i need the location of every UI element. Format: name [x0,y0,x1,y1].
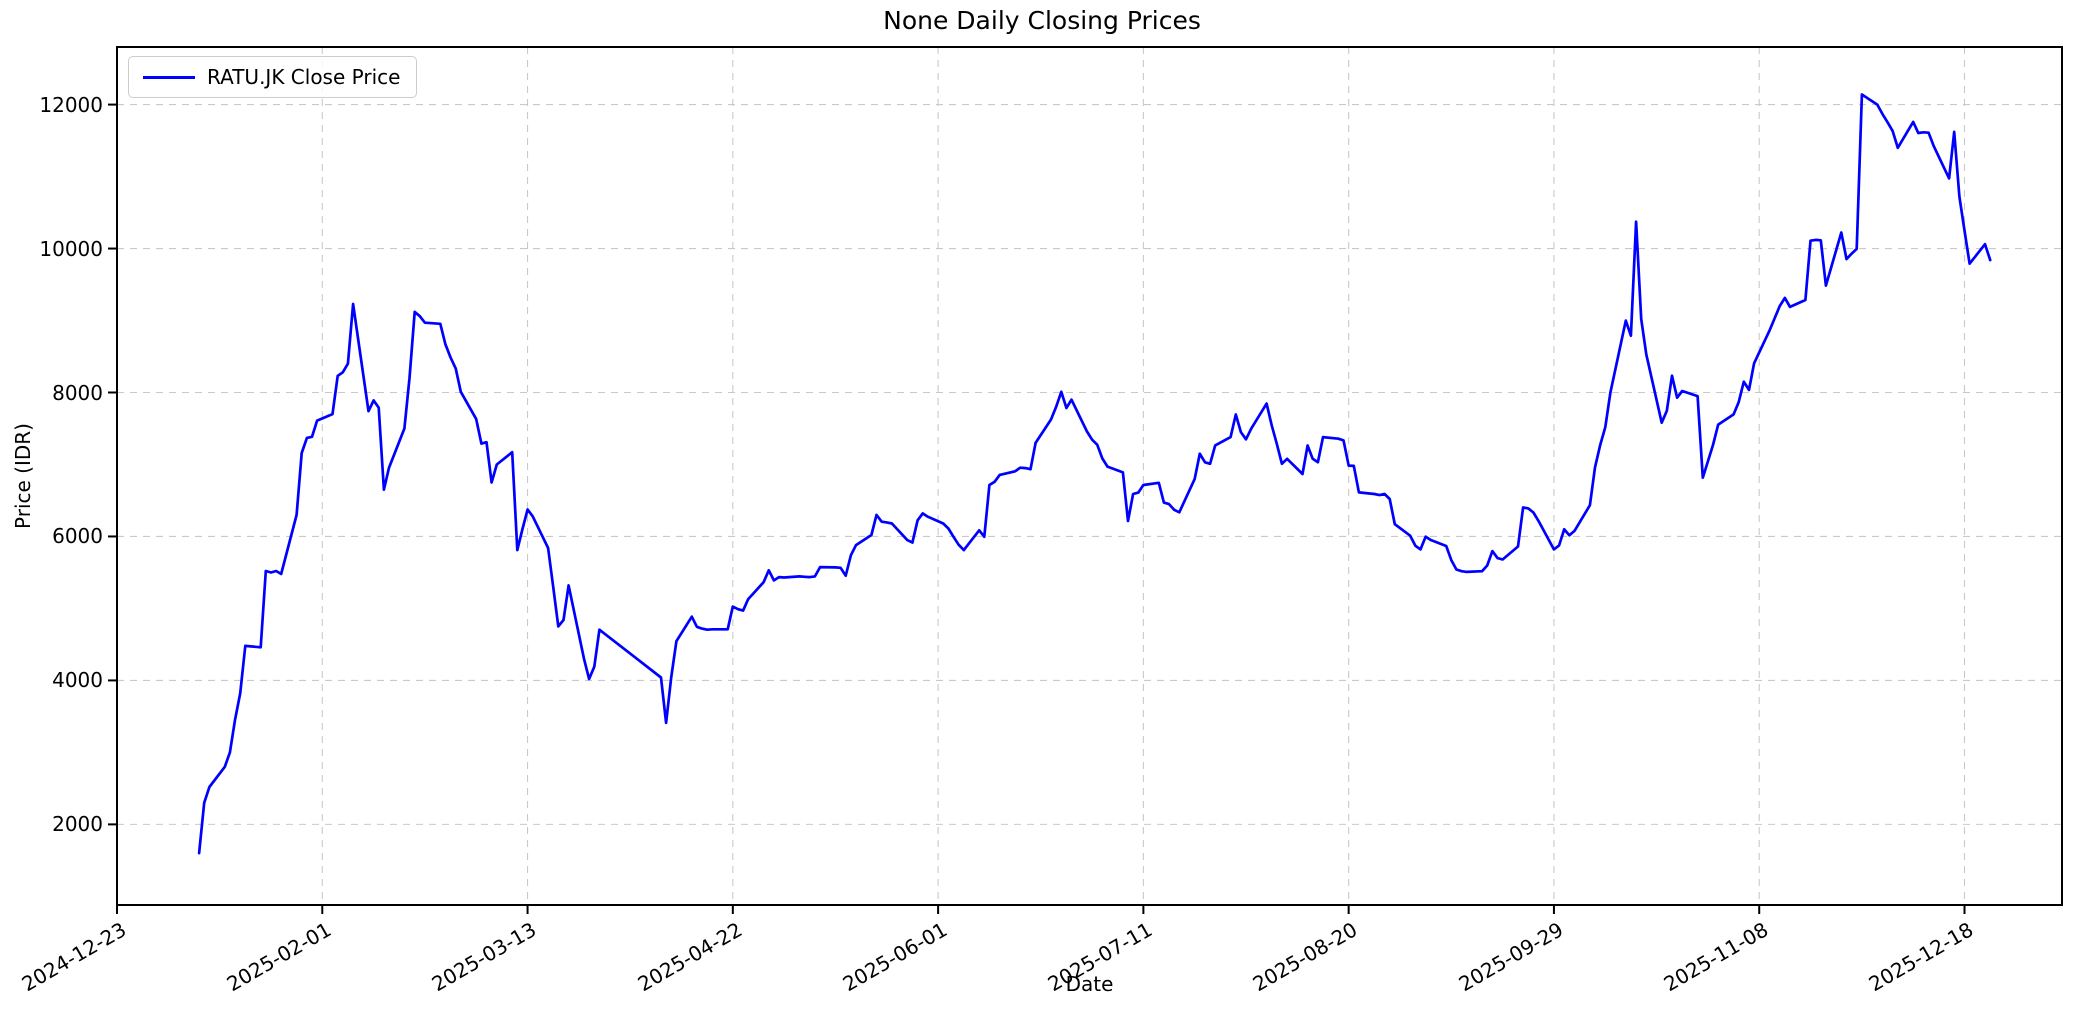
y-tick-label: 2000 [52,812,103,837]
y-tick-label: 10000 [39,236,103,261]
x-axis-label: Date [1065,972,1114,996]
grid-lines [116,47,2062,905]
y-tick-label: 12000 [39,92,103,117]
legend-line-icon [143,75,195,79]
plot-frame [116,46,2063,906]
y-tick-label: 4000 [52,668,103,693]
legend: RATU.JK Close Price [128,56,418,98]
y-tick-label: 8000 [52,380,103,405]
y-tick-label: 6000 [52,524,103,549]
legend-label: RATU.JK Close Price [207,65,401,89]
close-price-line [197,93,1992,855]
chart-title: None Daily Closing Prices [883,6,1201,35]
tick-marks [108,103,1966,914]
